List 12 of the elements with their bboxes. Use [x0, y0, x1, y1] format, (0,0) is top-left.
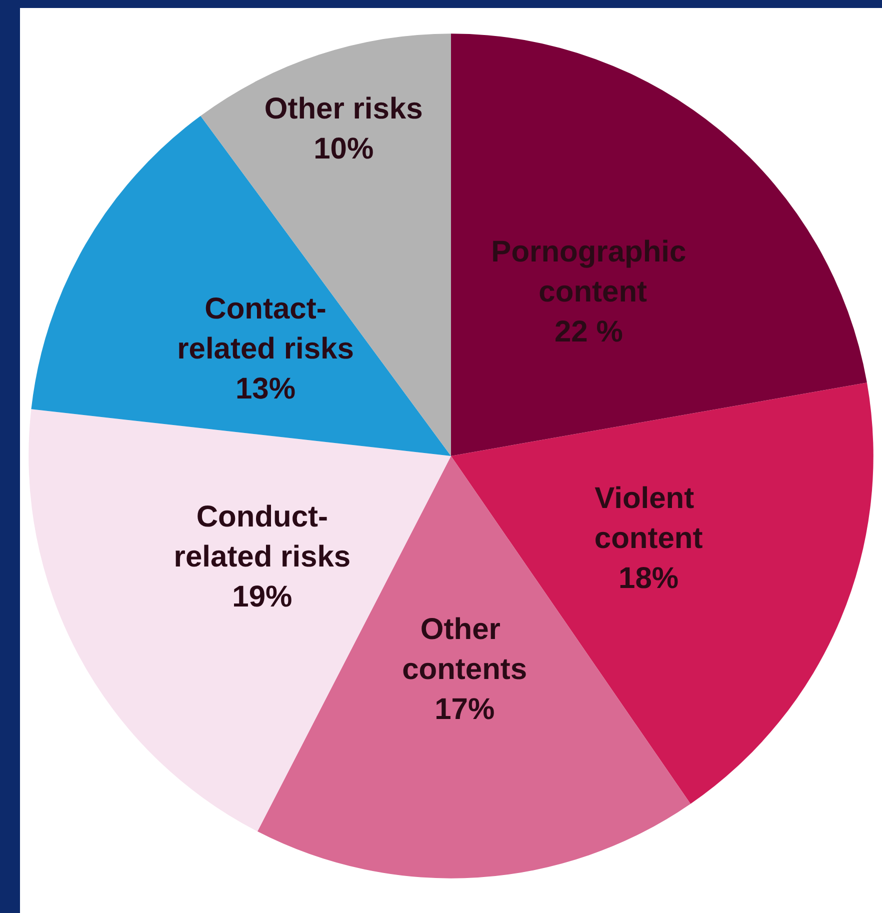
data-label: 18% — [618, 562, 679, 596]
data-label: 22 % — [554, 315, 623, 348]
data-label: 17% — [434, 693, 495, 726]
slice-label: Other risks — [264, 92, 423, 126]
slice-label: Other contents — [402, 613, 528, 686]
slice-label: Violent content — [594, 482, 703, 556]
data-label: 13% — [235, 372, 296, 406]
slice-label: Conduct-related risks — [174, 500, 351, 574]
data-label: 10% — [314, 132, 374, 166]
slice-label: Pornographic content — [491, 235, 686, 308]
slice-label: Contact-related risks — [177, 292, 354, 366]
data-label: 19% — [232, 580, 292, 614]
